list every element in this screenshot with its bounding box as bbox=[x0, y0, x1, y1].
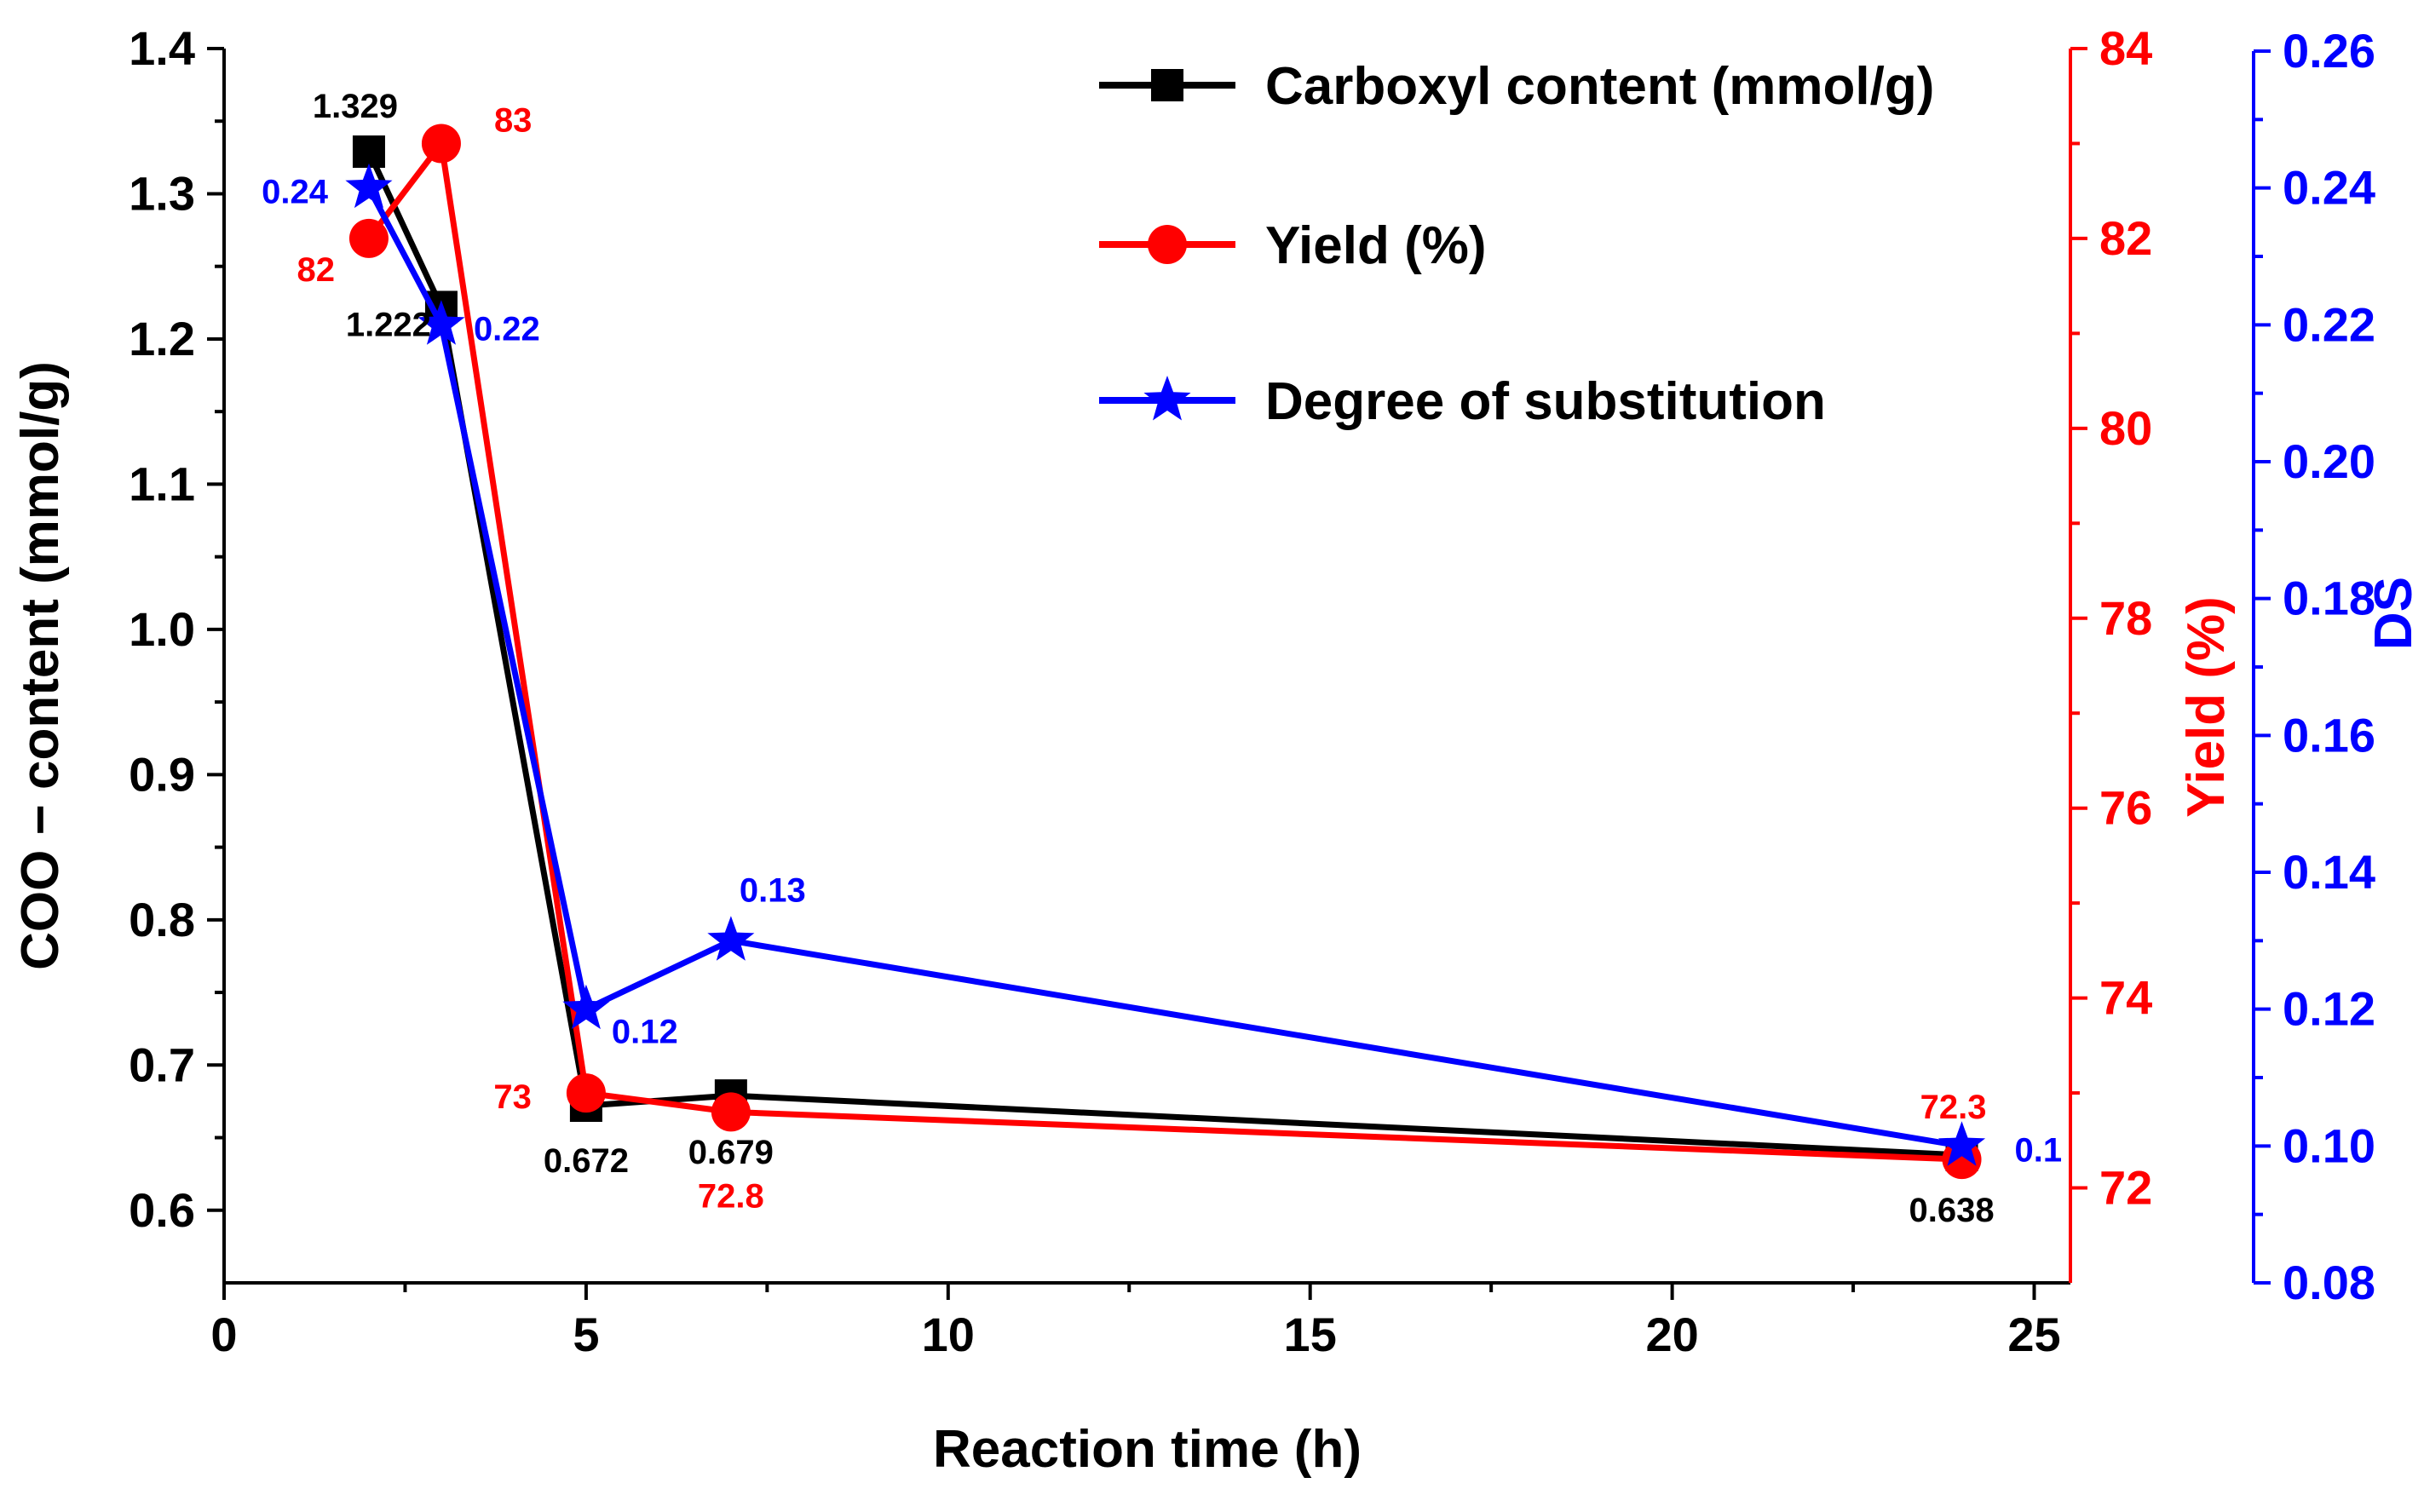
ds-tick-label: 0.10 bbox=[2283, 1118, 2375, 1172]
yield-tick-label: 72 bbox=[2099, 1161, 2152, 1215]
data-label-2-0: 0.24 bbox=[262, 174, 329, 211]
left-tick-label: 0.8 bbox=[129, 893, 195, 946]
yield-tick-label: 78 bbox=[2099, 591, 2152, 645]
ds-tick-label: 0.14 bbox=[2283, 845, 2375, 899]
ds-tick-label: 0.16 bbox=[2283, 708, 2375, 762]
left-tick-label: 1.3 bbox=[129, 166, 195, 220]
data-point-1-3 bbox=[711, 1092, 751, 1132]
ds-tick-label: 0.08 bbox=[2283, 1256, 2375, 1309]
series-line-1 bbox=[366, 140, 1962, 1163]
data-label-1-3: 72.8 bbox=[698, 1177, 764, 1215]
data-point-1-1 bbox=[421, 124, 461, 164]
yield-tick-label: 80 bbox=[2099, 401, 2152, 455]
data-label-1-1: 83 bbox=[494, 101, 533, 139]
x-tick-label: 15 bbox=[1284, 1308, 1337, 1361]
x-axis-title: Reaction time (h) bbox=[933, 1420, 1362, 1479]
x-tick-label: 10 bbox=[922, 1308, 975, 1361]
data-label-0-3: 0.679 bbox=[688, 1134, 774, 1171]
legend-label-2: Degree of substitution bbox=[1265, 372, 1826, 431]
data-label-1-0: 82 bbox=[297, 251, 335, 289]
data-label-2-2: 0.12 bbox=[612, 1014, 678, 1051]
data-label-0-1: 1.222 bbox=[346, 306, 431, 343]
data-point-1-0 bbox=[348, 218, 389, 258]
axes-layer: 0 5 10 15 20 25 Reaction time (h) 0.6 0.7 0.8 0.9 1… bbox=[11, 21, 2423, 1479]
data-labels-layer: 1.329 1.222 0.672 0.679 0.638 82 83 73 72.8 72.3 0… bbox=[262, 88, 2062, 1229]
ds-axis-title: DS bbox=[2364, 577, 2423, 650]
x-tick-label: 5 bbox=[573, 1308, 599, 1361]
series-line-0 bbox=[366, 150, 1962, 1158]
data-point-2-1 bbox=[417, 300, 465, 345]
ds-tick-label: 0.24 bbox=[2283, 161, 2375, 215]
x-tick-label: 20 bbox=[1645, 1308, 1698, 1361]
yield-tick-label: 82 bbox=[2099, 211, 2152, 265]
legend-label-1: Yield (%) bbox=[1265, 216, 1487, 275]
legend-marker-0 bbox=[1151, 69, 1183, 101]
left-tick-label: 0.9 bbox=[129, 747, 195, 801]
data-label-2-3: 0.13 bbox=[740, 871, 806, 909]
series-layer bbox=[345, 124, 1986, 1180]
ds-tick-label: 0.12 bbox=[2283, 982, 2375, 1036]
data-label-2-1: 0.22 bbox=[474, 310, 540, 348]
left-tick-label: 0.6 bbox=[129, 1183, 195, 1237]
data-point-2-0 bbox=[345, 163, 393, 209]
data-label-1-2: 73 bbox=[493, 1078, 532, 1116]
x-tick-label: 25 bbox=[2007, 1308, 2060, 1361]
left-tick-label: 0.7 bbox=[129, 1038, 195, 1091]
data-point-2-2 bbox=[562, 984, 610, 1030]
yield-tick-label: 76 bbox=[2099, 781, 2152, 835]
legend-label-0: Carboxyl content (mmol/g) bbox=[1265, 57, 1934, 116]
data-point-0-0 bbox=[352, 135, 385, 169]
yield-tick-label: 74 bbox=[2099, 971, 2152, 1025]
data-label-2-4: 0.1 bbox=[2015, 1131, 2063, 1169]
data-label-1-4: 72.3 bbox=[1920, 1089, 1987, 1126]
ds-tick-label: 0.22 bbox=[2283, 297, 2375, 351]
ds-tick-label: 0.26 bbox=[2283, 24, 2375, 78]
data-point-2-3 bbox=[707, 916, 755, 961]
legend: Carboxyl content (mmol/g) Yield (%) Degree… bbox=[1099, 57, 1934, 431]
ds-tick-label: 0.18 bbox=[2283, 572, 2375, 625]
left-tick-label: 1.4 bbox=[129, 21, 195, 75]
data-label-0-0: 1.329 bbox=[313, 88, 398, 125]
left-tick-label: 1.0 bbox=[129, 602, 195, 656]
data-label-0-2: 0.672 bbox=[544, 1142, 629, 1180]
yield-tick-label: 84 bbox=[2099, 21, 2152, 75]
legend-marker-1 bbox=[1148, 225, 1187, 264]
data-point-2-4 bbox=[1937, 1121, 1986, 1166]
legend-marker-2 bbox=[1143, 376, 1191, 421]
left-tick-label: 1.1 bbox=[129, 457, 195, 510]
left-axis-title: COO − content (mmol/g) bbox=[11, 361, 70, 970]
left-tick-label: 1.2 bbox=[129, 312, 195, 365]
ds-tick-label: 0.20 bbox=[2283, 434, 2375, 488]
x-tick-label: 0 bbox=[210, 1308, 237, 1361]
data-label-0-4: 0.638 bbox=[1909, 1192, 1994, 1229]
yield-axis-title: Yield (%) bbox=[2177, 596, 2236, 818]
data-point-1-2 bbox=[566, 1073, 606, 1113]
